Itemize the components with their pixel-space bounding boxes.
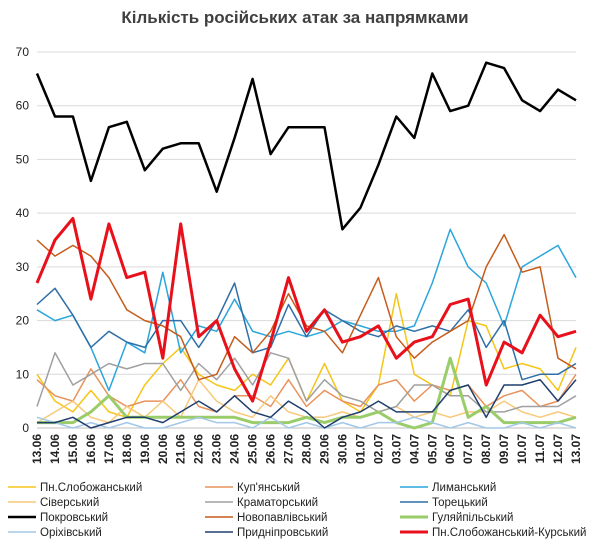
x-tick-label: 13.06 xyxy=(30,434,44,464)
y-tick-label: 30 xyxy=(16,260,30,274)
x-tick-label: 29.06 xyxy=(317,434,331,464)
legend-label: Сіверський xyxy=(40,497,99,509)
x-tick-label: 21.06 xyxy=(174,434,188,464)
legend-label: Новопавлівський xyxy=(237,512,327,524)
y-tick-label: 70 xyxy=(16,45,30,59)
x-tick-label: 09.07 xyxy=(497,434,511,464)
x-tick-label: 30.06 xyxy=(335,434,349,464)
legend-label: Покровський xyxy=(40,512,108,524)
series-line-4 xyxy=(36,352,577,413)
x-tick-label: 07.07 xyxy=(461,434,475,464)
x-tick-label: 01.07 xyxy=(353,434,367,464)
x-tick-label: 08.07 xyxy=(479,434,493,464)
y-tick-label: 50 xyxy=(16,152,30,166)
x-tick-label: 11.07 xyxy=(533,434,547,464)
legend-label: Придніпровський xyxy=(237,527,328,539)
x-tick-label: 05.07 xyxy=(425,434,439,464)
series-line-0 xyxy=(36,292,577,419)
series-line-11 xyxy=(35,217,577,403)
x-tick-label: 13.07 xyxy=(569,434,583,464)
y-tick-label: 10 xyxy=(16,367,30,381)
legend-label: Торецький xyxy=(432,497,488,509)
x-tick-label: 20.06 xyxy=(156,434,170,464)
series-line-8 xyxy=(37,356,577,430)
legend-label: Краматорський xyxy=(237,497,318,509)
series-line-9 xyxy=(36,416,577,429)
x-tick-label: 19.06 xyxy=(138,434,152,464)
x-tick-label: 10.07 xyxy=(515,434,529,464)
y-tick-label: 0 xyxy=(22,421,29,435)
x-tick-label: 02.07 xyxy=(371,434,385,464)
series-line-10 xyxy=(37,378,577,429)
x-tick-label: 27.06 xyxy=(282,434,296,464)
series-line-7 xyxy=(36,233,577,381)
x-tick-label: 18.06 xyxy=(120,434,134,464)
legend: Пн.Слобожанський Куп'янський Лиманський Сів… xyxy=(8,482,586,539)
x-tick-label: 15.06 xyxy=(66,434,80,464)
x-tick-label: 16.06 xyxy=(84,434,98,464)
grid-lines xyxy=(37,51,576,429)
x-tick-label: 23.06 xyxy=(210,434,224,464)
x-tick-label: 12.07 xyxy=(551,434,565,464)
x-tick-label: 06.07 xyxy=(443,434,457,464)
series-line-6 xyxy=(35,61,577,231)
y-tick-label: 40 xyxy=(16,206,30,220)
y-tick-label: 60 xyxy=(16,99,30,113)
chart-title: Кількість російських атак за напрямками xyxy=(121,8,469,27)
legend-label: Пн.Слобожанський xyxy=(40,482,142,494)
legend-label: Гуляйпільський xyxy=(432,512,513,524)
x-tick-label: 14.06 xyxy=(48,434,62,464)
series-lines xyxy=(35,61,577,430)
series-line-5 xyxy=(36,282,577,381)
x-tick-label: 28.06 xyxy=(300,434,314,464)
legend-label: Лиманський xyxy=(432,482,496,494)
y-tick-label: 20 xyxy=(16,314,30,328)
x-tick-label: 17.06 xyxy=(102,434,116,464)
legend-label: Куп'янський xyxy=(237,482,300,494)
x-tick-label: 03.07 xyxy=(389,434,403,464)
x-tick-label: 26.06 xyxy=(264,434,278,464)
x-tick-labels: 13.06 14.06 15.06 16.06 17.06 18.06 19.06 20.06… xyxy=(30,434,583,464)
x-tick-label: 25.06 xyxy=(246,434,260,464)
x-tick-label: 22.06 xyxy=(192,434,206,464)
legend-label: Пн.Слобожанський-Курський xyxy=(432,527,586,539)
x-tick-label: 04.07 xyxy=(407,434,421,464)
y-tick-labels: 0 10 20 30 40 50 60 70 xyxy=(16,45,30,435)
x-tick-label: 24.06 xyxy=(228,434,242,464)
legend-label: Оріхівський xyxy=(40,527,102,539)
